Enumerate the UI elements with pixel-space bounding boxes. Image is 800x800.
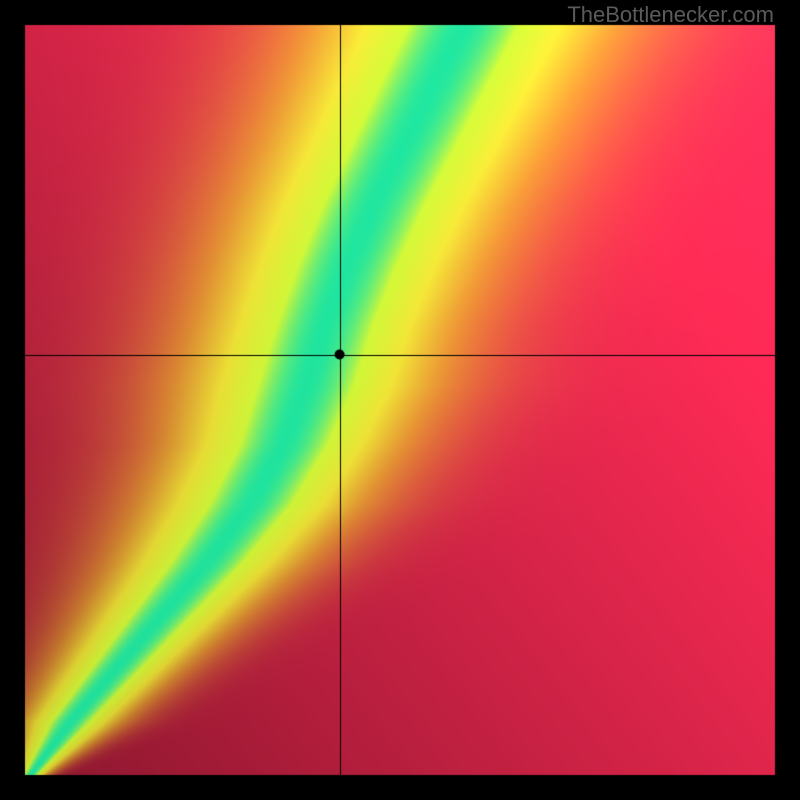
bottleneck-heatmap — [0, 0, 800, 800]
chart-container: TheBottlenecker.com — [0, 0, 800, 800]
